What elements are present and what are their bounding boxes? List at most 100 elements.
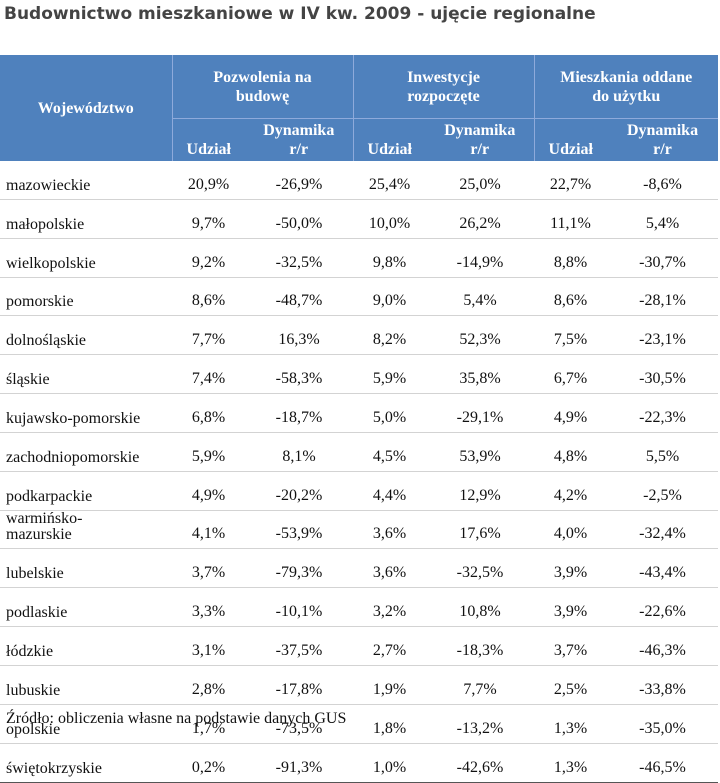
dynamics-cell: -33,8% (607, 665, 719, 705)
region-name: lubuskie (0, 665, 172, 705)
dynamics-cell: -23,1% (607, 315, 719, 356)
dynamics-cell: -43,4% (607, 548, 719, 589)
table-row: lubelskie 3,7% -79,3% 3,6% -32,5% 3,9% -43,4% (0, 548, 719, 589)
header-group-label: rozpoczęte (407, 87, 480, 105)
dynamics-cell: -22,3% (607, 393, 719, 433)
page-title: Budownictwo mieszkaniowe w IV kw. 2009 -… (4, 4, 596, 24)
dynamics-cell: -20,2% (245, 471, 353, 511)
dynamics-cell: -8,6% (607, 161, 719, 200)
table-row: kujawsko-pomorskie 6,8% -18,7% 5,0% -29,1% 4,… (0, 393, 719, 433)
share-cell: 3,7% (534, 626, 607, 666)
table-row: lubuskie 2,8% -17,8% 1,9% 7,7% 2,5% -33,8% (0, 665, 719, 705)
region-name: kujawsko-pomorskie (0, 393, 172, 433)
region-name-line: małopolskie (6, 215, 85, 233)
share-cell: 1,3% (534, 704, 607, 744)
share-cell: 2,5% (534, 665, 607, 705)
share-cell: 3,9% (534, 587, 607, 628)
table-row: warmińsko-mazurskie 4,1% -53,9% 3,6% 17,6% 4,… (0, 510, 719, 550)
dynamics-cell: -53,9% (245, 510, 353, 550)
share-cell: 1,9% (353, 665, 426, 705)
dynamics-cell: -32,5% (426, 548, 534, 589)
dynamics-cell: -32,4% (607, 510, 719, 550)
dynamics-cell: 5,5% (607, 432, 719, 472)
region-name-line: podkarpackie (6, 487, 93, 505)
dynamics-cell: -46,3% (607, 626, 719, 666)
region-name-line: dolnośląskie (6, 332, 86, 350)
share-cell: 3,6% (353, 510, 426, 550)
header-group-completed: Mieszkania oddane do użytku (534, 55, 719, 119)
region-name: wielkopolskie (0, 238, 172, 278)
table-body: mazowieckie 20,9% -26,9% 25,4% 25,0% 22,7% -8,… (0, 161, 719, 783)
share-cell: 8,2% (353, 315, 426, 356)
dynamics-cell: 16,3% (245, 315, 353, 356)
region-name: opolskie (0, 704, 172, 744)
share-cell: 20,9% (172, 161, 245, 200)
dynamics-cell: -17,8% (245, 665, 353, 705)
header-share: Udział (172, 118, 245, 161)
share-cell: 7,7% (172, 315, 245, 356)
share-cell: 2,7% (353, 626, 426, 666)
header-dynamics-line2: r/r (470, 141, 490, 158)
share-cell: 7,4% (172, 354, 245, 395)
region-name-line: kujawsko-pomorskie (6, 409, 141, 427)
dynamics-cell: -37,5% (245, 626, 353, 666)
dynamics-cell: 26,2% (426, 199, 534, 239)
share-cell: 6,7% (534, 354, 607, 395)
dynamics-cell: 12,9% (426, 471, 534, 511)
header-dynamics-line1: Dynamika (626, 122, 699, 139)
dynamics-cell: 10,8% (426, 587, 534, 628)
region-name-line: mazowieckie (6, 176, 91, 194)
regional-table: Województwo Pozwolenia na budowę Inwesty… (0, 55, 719, 783)
share-cell: 9,8% (353, 238, 426, 278)
share-cell: 6,8% (172, 393, 245, 433)
share-cell: 4,0% (534, 510, 607, 550)
region-name-line: warmińsko- (6, 510, 83, 528)
dynamics-cell: -29,1% (426, 393, 534, 433)
table-row: łódzkie 3,1% -37,5% 2,7% -18,3% 3,7% -46,3% (0, 626, 719, 666)
table-row: podlaskie 3,3% -10,1% 3,2% 10,8% 3,9% -22,6% (0, 587, 719, 628)
share-cell: 4,8% (534, 432, 607, 472)
region-name-line: zachodniopomorskie (6, 448, 140, 466)
share-cell: 0,2% (172, 743, 245, 783)
region-name-line: pomorskie (6, 293, 74, 311)
share-cell: 3,1% (172, 626, 245, 666)
dynamics-cell: -22,6% (607, 587, 719, 628)
share-cell: 3,2% (353, 587, 426, 628)
region-name: małopolskie (0, 199, 172, 239)
source-note: Źródło: obliczenia własne na podstawie d… (6, 710, 347, 727)
share-cell: 4,5% (353, 432, 426, 472)
dynamics-cell: 25,0% (426, 161, 534, 200)
share-cell: 4,4% (353, 471, 426, 511)
dynamics-cell: -26,9% (245, 161, 353, 200)
region-name: warmińsko-mazurskie (0, 510, 172, 550)
table-row: dolnośląskie 7,7% 16,3% 8,2% 52,3% 7,5% -23,1% (0, 315, 719, 356)
table-row: wielkopolskie 9,2% -32,5% 9,8% -14,9% 8,8% -30… (0, 238, 719, 278)
share-cell: 3,7% (172, 548, 245, 589)
dynamics-cell: 7,7% (426, 665, 534, 705)
region-name: lubelskie (0, 548, 172, 589)
header-dynamics: Dynamika r/r (607, 118, 719, 161)
dynamics-cell: 5,4% (607, 199, 719, 239)
dynamics-cell: -30,5% (607, 354, 719, 395)
dynamics-cell: 8,1% (245, 432, 353, 472)
table-row: małopolskie 9,7% -50,0% 10,0% 26,2% 11,1% 5,4% (0, 199, 719, 239)
header-share: Udział (534, 118, 607, 161)
header-dynamics-line1: Dynamika (263, 122, 335, 139)
table-row: mazowieckie 20,9% -26,9% 25,4% 25,0% 22,7% -8,… (0, 161, 719, 200)
table-row: zachodniopomorskie 5,9% 8,1% 4,5% 53,9% 4,8% 5… (0, 432, 719, 472)
dynamics-cell: -18,3% (426, 626, 534, 666)
header-group-started: Inwestycje rozpoczęte (353, 55, 535, 119)
dynamics-cell: -28,1% (607, 277, 719, 317)
region-name-line: podlaskie (6, 604, 68, 622)
header-group-label: do użytku (592, 87, 661, 105)
header-group-permits: Pozwolenia na budowę (172, 55, 354, 119)
share-cell: 7,5% (534, 315, 607, 356)
region-name-line: łódzkie (6, 642, 54, 660)
region-name: zachodniopomorskie (0, 432, 172, 472)
header-dynamics: Dynamika r/r (426, 118, 535, 161)
dynamics-cell: -35,0% (607, 704, 719, 744)
region-name-line: lubelskie (6, 565, 64, 583)
dynamics-cell: 53,9% (426, 432, 534, 472)
region-name-line: wielkopolskie (6, 254, 96, 272)
region-name-line: mazurskie (6, 526, 72, 544)
